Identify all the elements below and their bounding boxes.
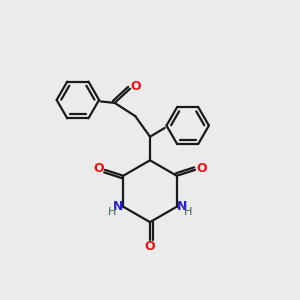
Text: N: N xyxy=(177,200,187,213)
Text: O: O xyxy=(145,240,155,254)
Text: O: O xyxy=(196,162,207,175)
Text: O: O xyxy=(130,80,141,93)
Text: O: O xyxy=(93,162,104,175)
Text: H: H xyxy=(108,207,116,217)
Text: H: H xyxy=(184,207,192,217)
Text: N: N xyxy=(113,200,123,213)
